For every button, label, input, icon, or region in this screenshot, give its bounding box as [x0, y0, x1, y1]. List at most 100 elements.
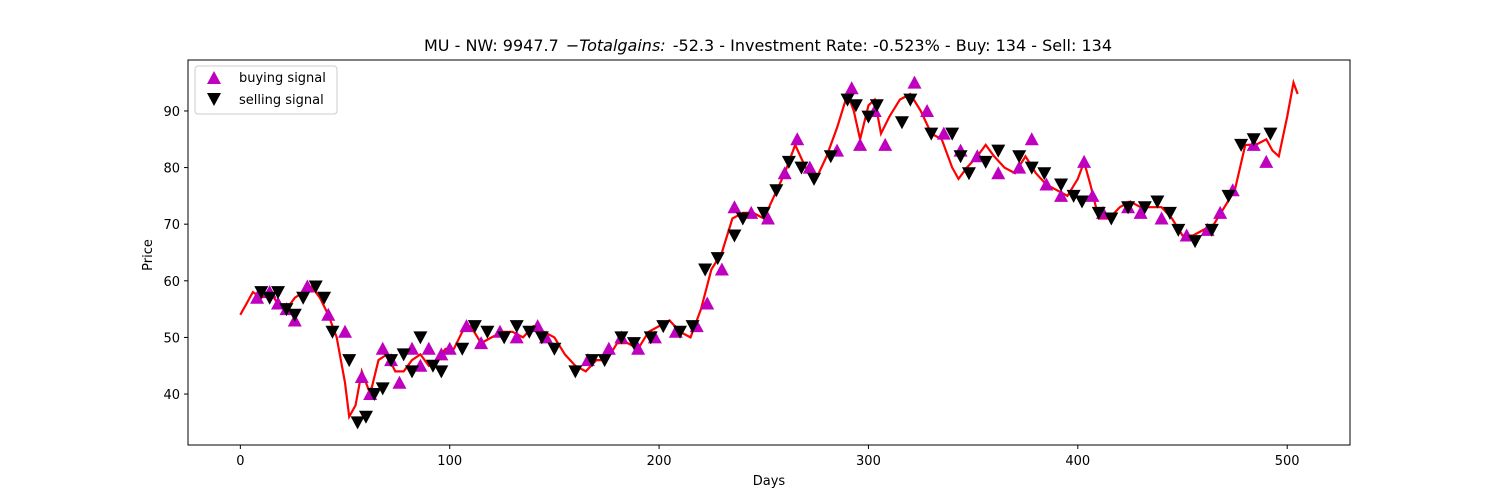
buy-signal-marker — [434, 347, 449, 361]
sell-signal-marker — [1054, 178, 1069, 192]
sell-signal-marker — [262, 291, 277, 305]
sell-signal-marker — [497, 331, 512, 345]
sell-signal-marker — [467, 320, 482, 334]
buy-signal-marker — [321, 307, 336, 321]
sell-signal-marker — [1104, 212, 1119, 226]
sell-signal-marker — [961, 167, 976, 181]
sell-signal-marker — [308, 280, 323, 294]
sell-signal-marker — [861, 110, 876, 124]
sell-signal-marker — [1024, 161, 1039, 175]
sell-signal-marker — [656, 320, 671, 334]
sell-signal-marker — [869, 99, 884, 113]
buy-signal-marker — [714, 262, 729, 276]
sell-signal-marker — [1150, 195, 1165, 209]
sell-signal-marker — [848, 99, 863, 113]
legend-sell-label: selling signal — [239, 93, 324, 108]
sell-signal-marker — [1162, 206, 1177, 220]
sell-signal-marker — [1037, 167, 1052, 181]
sell-signal-marker — [643, 331, 658, 345]
sell-signal-marker — [727, 229, 742, 243]
sell-signal-marker — [547, 342, 562, 356]
sell-signal-marker — [807, 172, 822, 186]
buy-signal-marker — [354, 370, 369, 384]
sell-signal-marker — [924, 127, 939, 141]
sell-signal-marker — [1121, 201, 1136, 215]
buy-signal-marker — [777, 166, 792, 180]
sell-signal-marker — [384, 354, 399, 368]
buy-signal-marker — [1259, 154, 1274, 168]
y-axis: 40 50 60 70 80 90 — [163, 105, 188, 403]
buy-signal-marker — [760, 211, 775, 225]
buy-signal-marker — [300, 279, 315, 293]
sell-signal-marker — [1234, 138, 1249, 152]
sell-signal-marker — [1188, 235, 1203, 249]
x-tick-label: 300 — [856, 454, 881, 469]
sell-signal-marker — [350, 416, 365, 430]
buy-signal-marker — [442, 341, 457, 355]
x-tick-label: 200 — [647, 454, 672, 469]
buy-signal-marker — [802, 160, 817, 174]
sell-signal-marker — [1263, 127, 1278, 141]
y-tick-label: 70 — [163, 218, 180, 233]
legend-buy-marker — [207, 71, 221, 84]
sell-signal-marker — [1066, 189, 1081, 203]
plot-frame — [187, 59, 1351, 446]
sell-signal-marker — [522, 325, 537, 339]
sell-signal-marker — [945, 127, 960, 141]
buy-signal-marker — [1085, 188, 1100, 202]
sell-signal-marker — [1012, 150, 1027, 164]
sell-signal-marker — [1221, 189, 1236, 203]
x-tick-label: 500 — [1275, 454, 1300, 469]
sell-signal-marker — [626, 337, 641, 351]
buy-signal-marker — [474, 336, 489, 350]
buy-signal-marker — [338, 324, 353, 338]
sell-signal-marker — [296, 291, 311, 305]
buy-signal-marker — [853, 137, 868, 151]
y-tick-label: 80 — [163, 162, 180, 177]
buy-signal-marker — [601, 341, 616, 355]
y-tick-label: 40 — [163, 388, 180, 403]
buy-signal-marker — [250, 290, 265, 304]
sell-signal-marker — [375, 382, 390, 396]
buy-signal-marker — [421, 341, 436, 355]
sell-signal-marker — [509, 320, 524, 334]
buy-signal-marker — [1054, 188, 1069, 202]
sell-signal-marker — [710, 252, 725, 266]
buy-signal-marker — [459, 319, 474, 333]
buy-signal-marker — [1154, 211, 1169, 225]
sell-signal-marker — [597, 354, 612, 368]
legend-buy-label: buying signal — [239, 71, 326, 86]
sell-signal-marker — [1204, 223, 1219, 237]
sell-signal-marker — [434, 365, 449, 379]
sell-signal-marker — [396, 348, 411, 362]
buy-signal-marker — [631, 341, 646, 355]
buy-signal-marker — [907, 75, 922, 89]
sell-signal-marker — [1246, 133, 1261, 147]
sell-signal-marker — [685, 320, 700, 334]
sell-signal-marker — [953, 150, 968, 164]
sell-signal-marker — [425, 359, 440, 373]
sell-signal-marker — [358, 410, 373, 424]
y-tick-label: 60 — [163, 275, 180, 290]
x-tick-label: 100 — [437, 454, 462, 469]
buy-signal-marker — [727, 200, 742, 214]
buy-signal-marker — [936, 126, 951, 140]
x-axis: 0 100 200 300 400 500 — [236, 445, 1300, 469]
buy-signal-marker — [920, 103, 935, 117]
sell-signal-marker — [781, 155, 796, 169]
sell-signal-marker — [794, 161, 809, 175]
sell-signal-marker — [614, 331, 629, 345]
sell-signal-marker — [698, 263, 713, 277]
sell-signal-marker — [271, 286, 286, 300]
x-tick-label: 0 — [236, 454, 244, 469]
buy-signal-marker — [392, 375, 407, 389]
sell-signal-marker — [568, 365, 583, 379]
plot-area — [239, 75, 1299, 430]
chart-title-suffix: -52.3 - Investment Rate: -0.523% - Buy: … — [673, 36, 1112, 55]
chart-title: MU - NW: 9947.7 −Totalgains: -52.3 - Inv… — [424, 36, 1112, 55]
sell-signal-marker — [1075, 195, 1090, 209]
buy-signal-marker — [878, 137, 893, 151]
sell-signal-marker — [991, 144, 1006, 158]
sell-signal-marker — [1091, 206, 1106, 220]
